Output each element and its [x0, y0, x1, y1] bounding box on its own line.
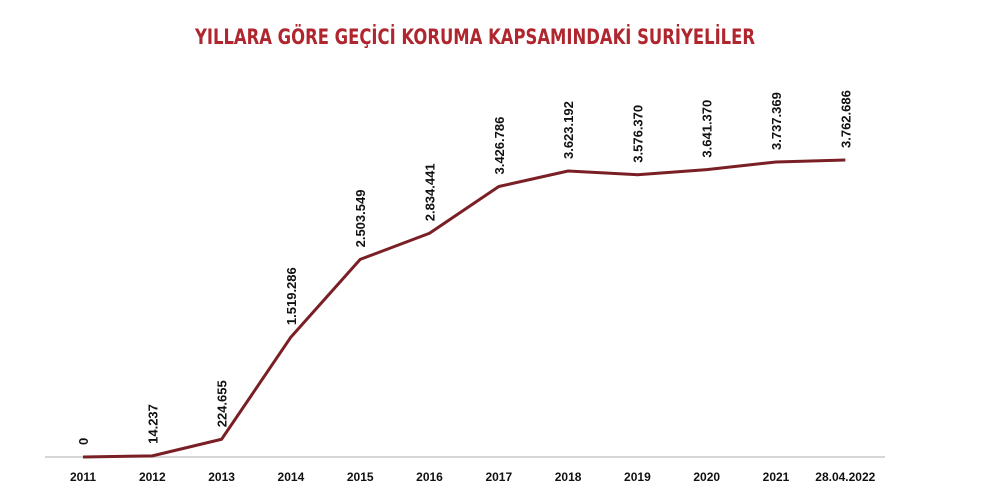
x-tick-label: 2020 — [693, 470, 720, 484]
data-label: 14.237 — [145, 404, 160, 444]
line — [82, 158, 846, 459]
x-tick-label: 2014 — [278, 470, 305, 484]
data-label: 224.655 — [215, 380, 230, 427]
data-label: 3.576.370 — [630, 105, 645, 163]
data-label: 3.641.370 — [700, 100, 715, 158]
data-label: 3.762.686 — [838, 90, 853, 148]
x-tick-label: 2012 — [139, 470, 166, 484]
x-tick-label: 2018 — [555, 470, 582, 484]
x-tick-label: 2017 — [485, 470, 512, 484]
x-tick-label: 28.04.2022 — [815, 470, 875, 484]
data-label: 0 — [76, 438, 91, 445]
x-tick-label: 2013 — [208, 470, 235, 484]
data-label: 3.623.192 — [561, 101, 576, 159]
chart-title: YILLARA GÖRE GEÇİCİ KORUMA KAPSAMINDAKİ … — [194, 24, 755, 49]
x-tick-label: 2019 — [624, 470, 651, 484]
x-tick-label: 2011 — [70, 470, 96, 484]
x-tick-label: 2015 — [347, 470, 374, 484]
data-label: 2.503.549 — [353, 190, 368, 248]
data-label: 1.519.286 — [284, 267, 299, 325]
x-tick-label: 2021 — [763, 470, 790, 484]
data-label: 2.834.441 — [423, 163, 438, 221]
data-label: 3.426.786 — [492, 117, 507, 175]
data-label: 3.737.369 — [769, 92, 784, 150]
x-tick-label: 2016 — [416, 470, 443, 484]
